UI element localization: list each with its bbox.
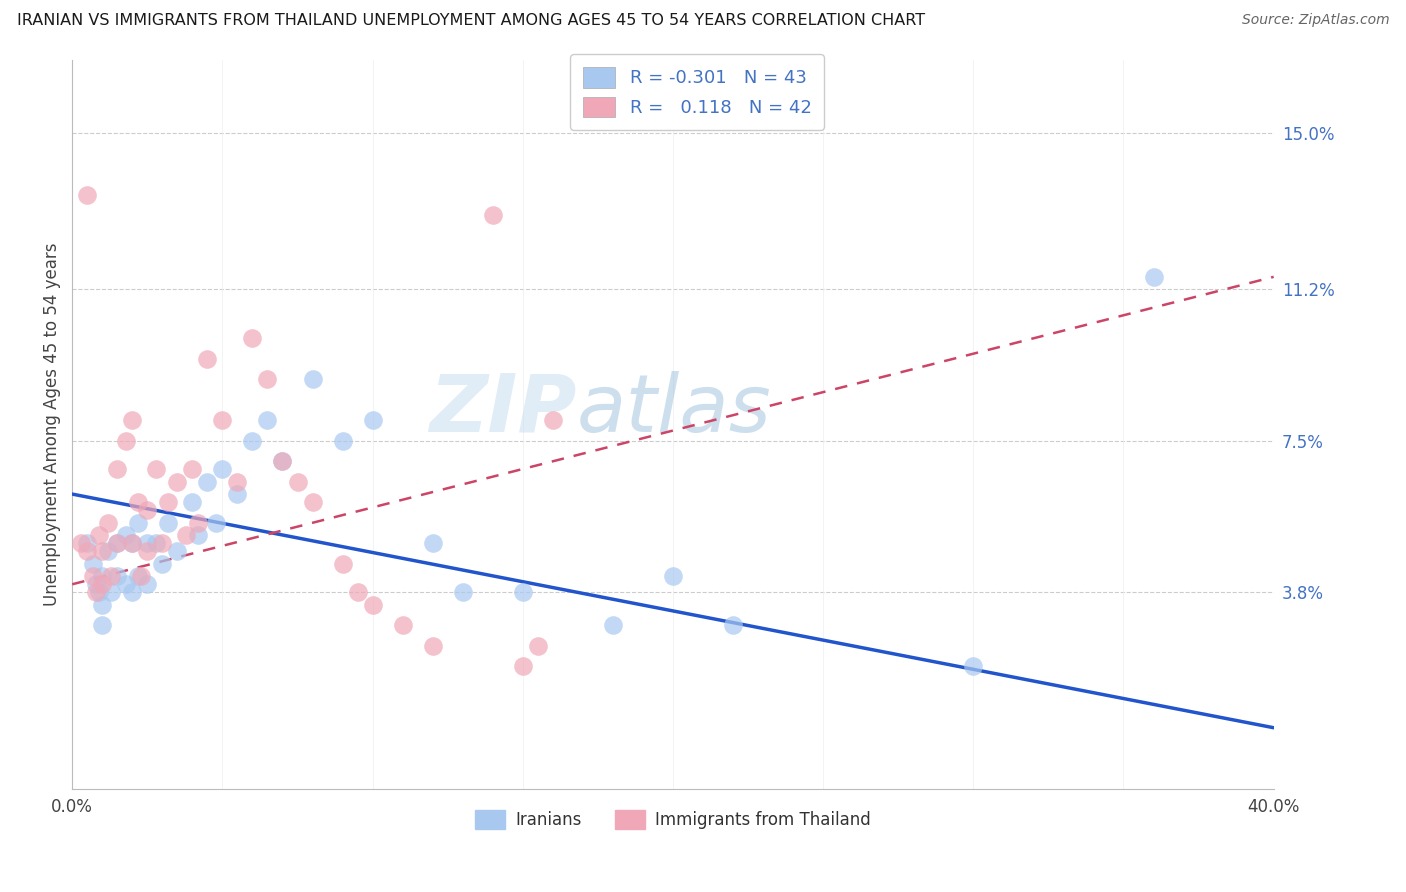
Point bbox=[512, 585, 534, 599]
Point bbox=[84, 577, 107, 591]
Point bbox=[166, 544, 188, 558]
Point bbox=[105, 536, 128, 550]
Point bbox=[150, 557, 173, 571]
Point bbox=[115, 528, 138, 542]
Point bbox=[271, 454, 294, 468]
Point bbox=[361, 413, 384, 427]
Point bbox=[91, 618, 114, 632]
Text: IRANIAN VS IMMIGRANTS FROM THAILAND UNEMPLOYMENT AMONG AGES 45 TO 54 YEARS CORRE: IRANIAN VS IMMIGRANTS FROM THAILAND UNEM… bbox=[17, 13, 925, 29]
Point bbox=[226, 475, 249, 489]
Point bbox=[127, 569, 149, 583]
Point bbox=[422, 639, 444, 653]
Point bbox=[70, 536, 93, 550]
Point bbox=[187, 516, 209, 530]
Point bbox=[121, 536, 143, 550]
Point bbox=[211, 413, 233, 427]
Point bbox=[721, 618, 744, 632]
Point bbox=[451, 585, 474, 599]
Point bbox=[89, 528, 111, 542]
Point bbox=[662, 569, 685, 583]
Text: atlas: atlas bbox=[576, 371, 772, 449]
Point bbox=[91, 544, 114, 558]
Point bbox=[157, 495, 180, 509]
Point bbox=[82, 569, 104, 583]
Point bbox=[115, 434, 138, 448]
Point bbox=[127, 516, 149, 530]
Point bbox=[136, 544, 159, 558]
Point bbox=[105, 536, 128, 550]
Point bbox=[481, 208, 503, 222]
Point bbox=[197, 351, 219, 366]
Point bbox=[145, 462, 167, 476]
Point bbox=[287, 475, 309, 489]
Point bbox=[361, 598, 384, 612]
Point bbox=[1142, 269, 1164, 284]
Point bbox=[136, 536, 159, 550]
Legend: Iranians, Immigrants from Thailand: Iranians, Immigrants from Thailand bbox=[468, 803, 877, 836]
Point bbox=[84, 585, 107, 599]
Point bbox=[602, 618, 624, 632]
Point bbox=[346, 585, 368, 599]
Point bbox=[157, 516, 180, 530]
Point bbox=[962, 659, 984, 673]
Point bbox=[76, 544, 98, 558]
Point bbox=[89, 585, 111, 599]
Point bbox=[150, 536, 173, 550]
Point bbox=[256, 372, 278, 386]
Point bbox=[91, 577, 114, 591]
Point bbox=[391, 618, 413, 632]
Point bbox=[121, 585, 143, 599]
Point bbox=[100, 569, 122, 583]
Point bbox=[187, 528, 209, 542]
Point bbox=[422, 536, 444, 550]
Point bbox=[242, 331, 264, 345]
Point bbox=[332, 557, 354, 571]
Point bbox=[256, 413, 278, 427]
Point bbox=[226, 487, 249, 501]
Point bbox=[91, 598, 114, 612]
Point bbox=[76, 187, 98, 202]
Point bbox=[82, 557, 104, 571]
Point bbox=[136, 577, 159, 591]
Point bbox=[131, 569, 153, 583]
Point bbox=[211, 462, 233, 476]
Text: ZIP: ZIP bbox=[429, 371, 576, 449]
Point bbox=[271, 454, 294, 468]
Point bbox=[145, 536, 167, 550]
Point bbox=[526, 639, 548, 653]
Point bbox=[301, 495, 323, 509]
Point bbox=[332, 434, 354, 448]
Point bbox=[97, 544, 120, 558]
Point bbox=[181, 462, 204, 476]
Point bbox=[242, 434, 264, 448]
Point bbox=[176, 528, 198, 542]
Point bbox=[301, 372, 323, 386]
Point bbox=[105, 462, 128, 476]
Point bbox=[127, 495, 149, 509]
Point bbox=[100, 585, 122, 599]
Point bbox=[541, 413, 564, 427]
Point bbox=[205, 516, 228, 530]
Y-axis label: Unemployment Among Ages 45 to 54 years: Unemployment Among Ages 45 to 54 years bbox=[44, 243, 60, 607]
Point bbox=[115, 577, 138, 591]
Point bbox=[91, 569, 114, 583]
Point bbox=[197, 475, 219, 489]
Point bbox=[97, 516, 120, 530]
Point bbox=[136, 503, 159, 517]
Point bbox=[166, 475, 188, 489]
Point bbox=[121, 536, 143, 550]
Point bbox=[105, 569, 128, 583]
Point bbox=[181, 495, 204, 509]
Point bbox=[121, 413, 143, 427]
Point bbox=[76, 536, 98, 550]
Text: Source: ZipAtlas.com: Source: ZipAtlas.com bbox=[1241, 13, 1389, 28]
Point bbox=[512, 659, 534, 673]
